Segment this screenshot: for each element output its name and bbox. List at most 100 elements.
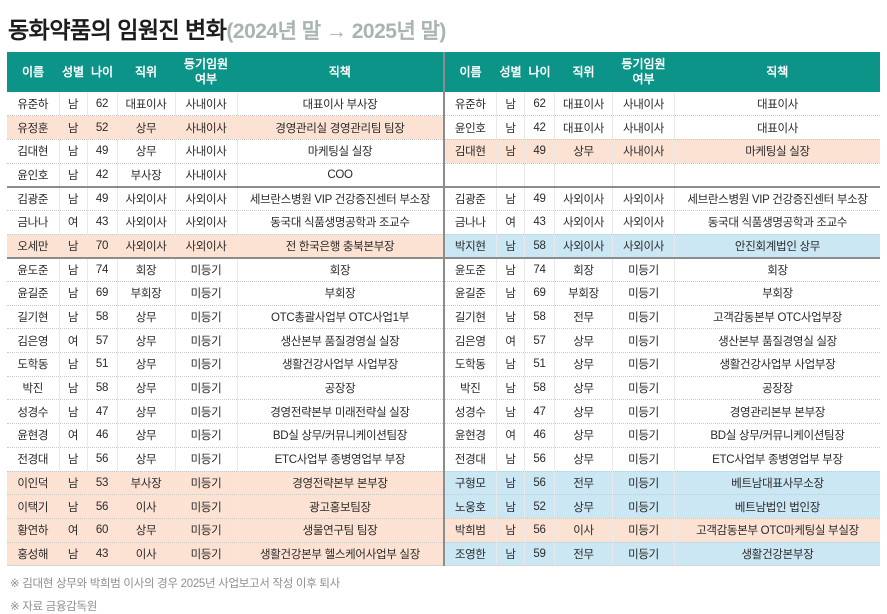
cell-age: 46 [524,423,555,448]
table-row: 김광준 남 49 사외이사 사외이사 세브란스병원 VIP 건강증진센터 부소장 [7,186,443,211]
cell-registered: 사내이사 [175,115,238,140]
cell-name: 도학동 [444,352,497,377]
cell-position: 상무 [117,518,176,543]
cell-position: 회장 [117,257,176,282]
table-row: 윤인호 남 42 부사장 사내이사 COO [7,163,443,188]
cell-role: 광고홍보팀장 [237,494,443,519]
cell-role: 생활건강사업부 사업부장 [674,352,880,377]
table-row: 노웅호 남 52 상무 미등기 베트남법인 법인장 [444,494,880,519]
table-row: 금나나 여 43 사외이사 사외이사 동국대 식품생명공학과 조교수 [7,210,443,235]
table-2024-wrap: 이름 성별 나이 직위 등기임원 여부 직책 유준하 남 62 대표이사 사내이사 대표이사 부사장 유… [7,52,443,567]
cell-age: 58 [524,234,555,259]
cell-name: 윤현경 [444,423,497,448]
cell-role: 공장장 [674,376,880,401]
cell-age: 56 [524,518,555,543]
cell-age: 42 [87,163,118,188]
cell-registered: 사외이사 [612,234,675,259]
cell-position: 이사 [117,494,176,519]
cell-role: 대표이사 [674,92,880,117]
cell-gender: 남 [496,471,525,496]
cell-gender: 남 [59,281,88,306]
cell-role: 경영전략본부 본부장 [237,471,443,496]
cell-age: 56 [524,447,555,472]
cell-registered: 사내이사 [175,92,238,117]
table-row: 성경수 남 47 상무 미등기 경영관리본부 본부장 [444,399,880,425]
table-row: 윤길준 남 69 부회장 미등기 부회장 [444,281,880,306]
cell-position: 상무 [554,352,613,377]
cell-position: 부회장 [117,281,176,306]
table-row: 김광준 남 49 사외이사 사외이사 세브란스병원 VIP 건강증진센터 부소장 [444,186,880,211]
cell-gender: 남 [496,139,525,164]
title-row: 동화약품의 임원진 변화 (2024년 말 → 2025년 말) [0,0,887,52]
cell-age: 47 [524,399,555,425]
cell-role: 고객감동본부 OTC사업부장 [674,305,880,330]
column-header-age: 나이 [524,52,555,92]
table-row: 이택기 남 56 이사 미등기 광고홍보팀장 [7,494,443,519]
column-header-gender: 성별 [496,52,525,92]
cell-role: 경영전략본부 미래전략실 실장 [237,399,443,425]
table-row: 이인덕 남 53 부사장 미등기 경영전략본부 본부장 [7,471,443,496]
cell-name: 유준하 [444,92,497,117]
cell-name: 금나나 [7,210,60,235]
cell-role: OTC총괄사업부 OTC사업1부 [237,305,443,330]
cell-position: 이사 [554,518,613,543]
column-header-position: 직위 [117,52,175,92]
table-row: 김대현 남 49 상무 사내이사 마케팅실 실장 [444,139,880,164]
cell-position: 부사장 [117,163,176,188]
cell-position: 회장 [554,257,613,282]
table-row: 박진 남 58 상무 미등기 공장장 [444,376,880,401]
cell-age: 70 [87,234,118,259]
table-row: 윤도준 남 74 회장 미등기 회장 [444,257,880,282]
cell-gender: 남 [59,186,88,211]
cell-position: 전무 [554,542,613,567]
cell-name: 길기현 [444,305,497,330]
cell-position: 상무 [554,423,613,448]
cell-age: 59 [524,542,555,567]
cell-gender: 남 [59,542,88,567]
cell-role: 대표이사 [674,115,880,140]
cell-registered: 사내이사 [612,92,675,117]
cell-gender: 남 [496,257,525,282]
cell-position: 상무 [117,305,176,330]
executives-table-2024: 이름 성별 나이 직위 등기임원 여부 직책 유준하 남 62 대표이사 사내이사 대표이사 부사장 유… [7,52,443,567]
cell-position: 상무 [554,376,613,401]
table-row: 홍성해 남 43 이사 미등기 생활건강본부 헬스케어사업부 실장 [7,542,443,567]
cell-position: 사외이사 [117,234,176,259]
cell-name: 박희범 [444,518,497,543]
footnote: ※ 자료 금융감독원 [10,601,98,614]
cell-name: 전경대 [7,447,60,472]
cell-name: 길기현 [7,305,60,330]
cell-position: 사외이사 [117,210,176,235]
table-row: 김은영 여 57 상무 미등기 생산본부 품질경영실 실장 [444,328,880,354]
column-header-gender: 성별 [59,52,87,92]
cell-registered: 미등기 [175,447,238,472]
cell-gender: 남 [59,376,88,401]
cell-role: 동국대 식품생명공학과 조교수 [674,210,880,235]
cell-age: 49 [87,186,118,211]
cell-gender: 남 [496,376,525,401]
cell-gender: 남 [59,305,88,330]
column-header-registered: 등기임원 여부 [612,52,675,92]
cell-role: ETC사업부 종병영업부 부장 [674,447,880,472]
cell-name: 김은영 [444,328,497,354]
cell-registered: 사외이사 [175,186,238,211]
cell-age: 58 [524,376,555,401]
cell-gender: 남 [496,115,525,140]
cell-name: 도학동 [7,352,60,377]
cell-name: 윤인호 [444,115,497,140]
cell-age: 49 [524,186,555,211]
cell-role: 생물연구팀 팀장 [237,518,443,543]
column-header-role: 직책 [674,52,880,92]
cell-position: 상무 [117,115,176,140]
cell-gender: 여 [59,518,88,543]
cell-gender: 여 [59,328,88,354]
cell-age: 43 [524,210,555,235]
table-row: 도학동 남 51 상무 미등기 생활건강사업부 사업부장 [7,352,443,377]
header-row: 이름 성별 나이 직위 등기임원 여부 직책 [7,52,443,92]
cell-name: 홍성해 [7,542,60,567]
table-row: 도학동 남 51 상무 미등기 생활건강사업부 사업부장 [444,352,880,377]
cell-name: 금나나 [444,210,497,235]
cell-age: 51 [524,352,555,377]
table-row: 금나나 여 43 사외이사 사외이사 동국대 식품생명공학과 조교수 [444,210,880,235]
cell-gender: 남 [496,92,525,117]
